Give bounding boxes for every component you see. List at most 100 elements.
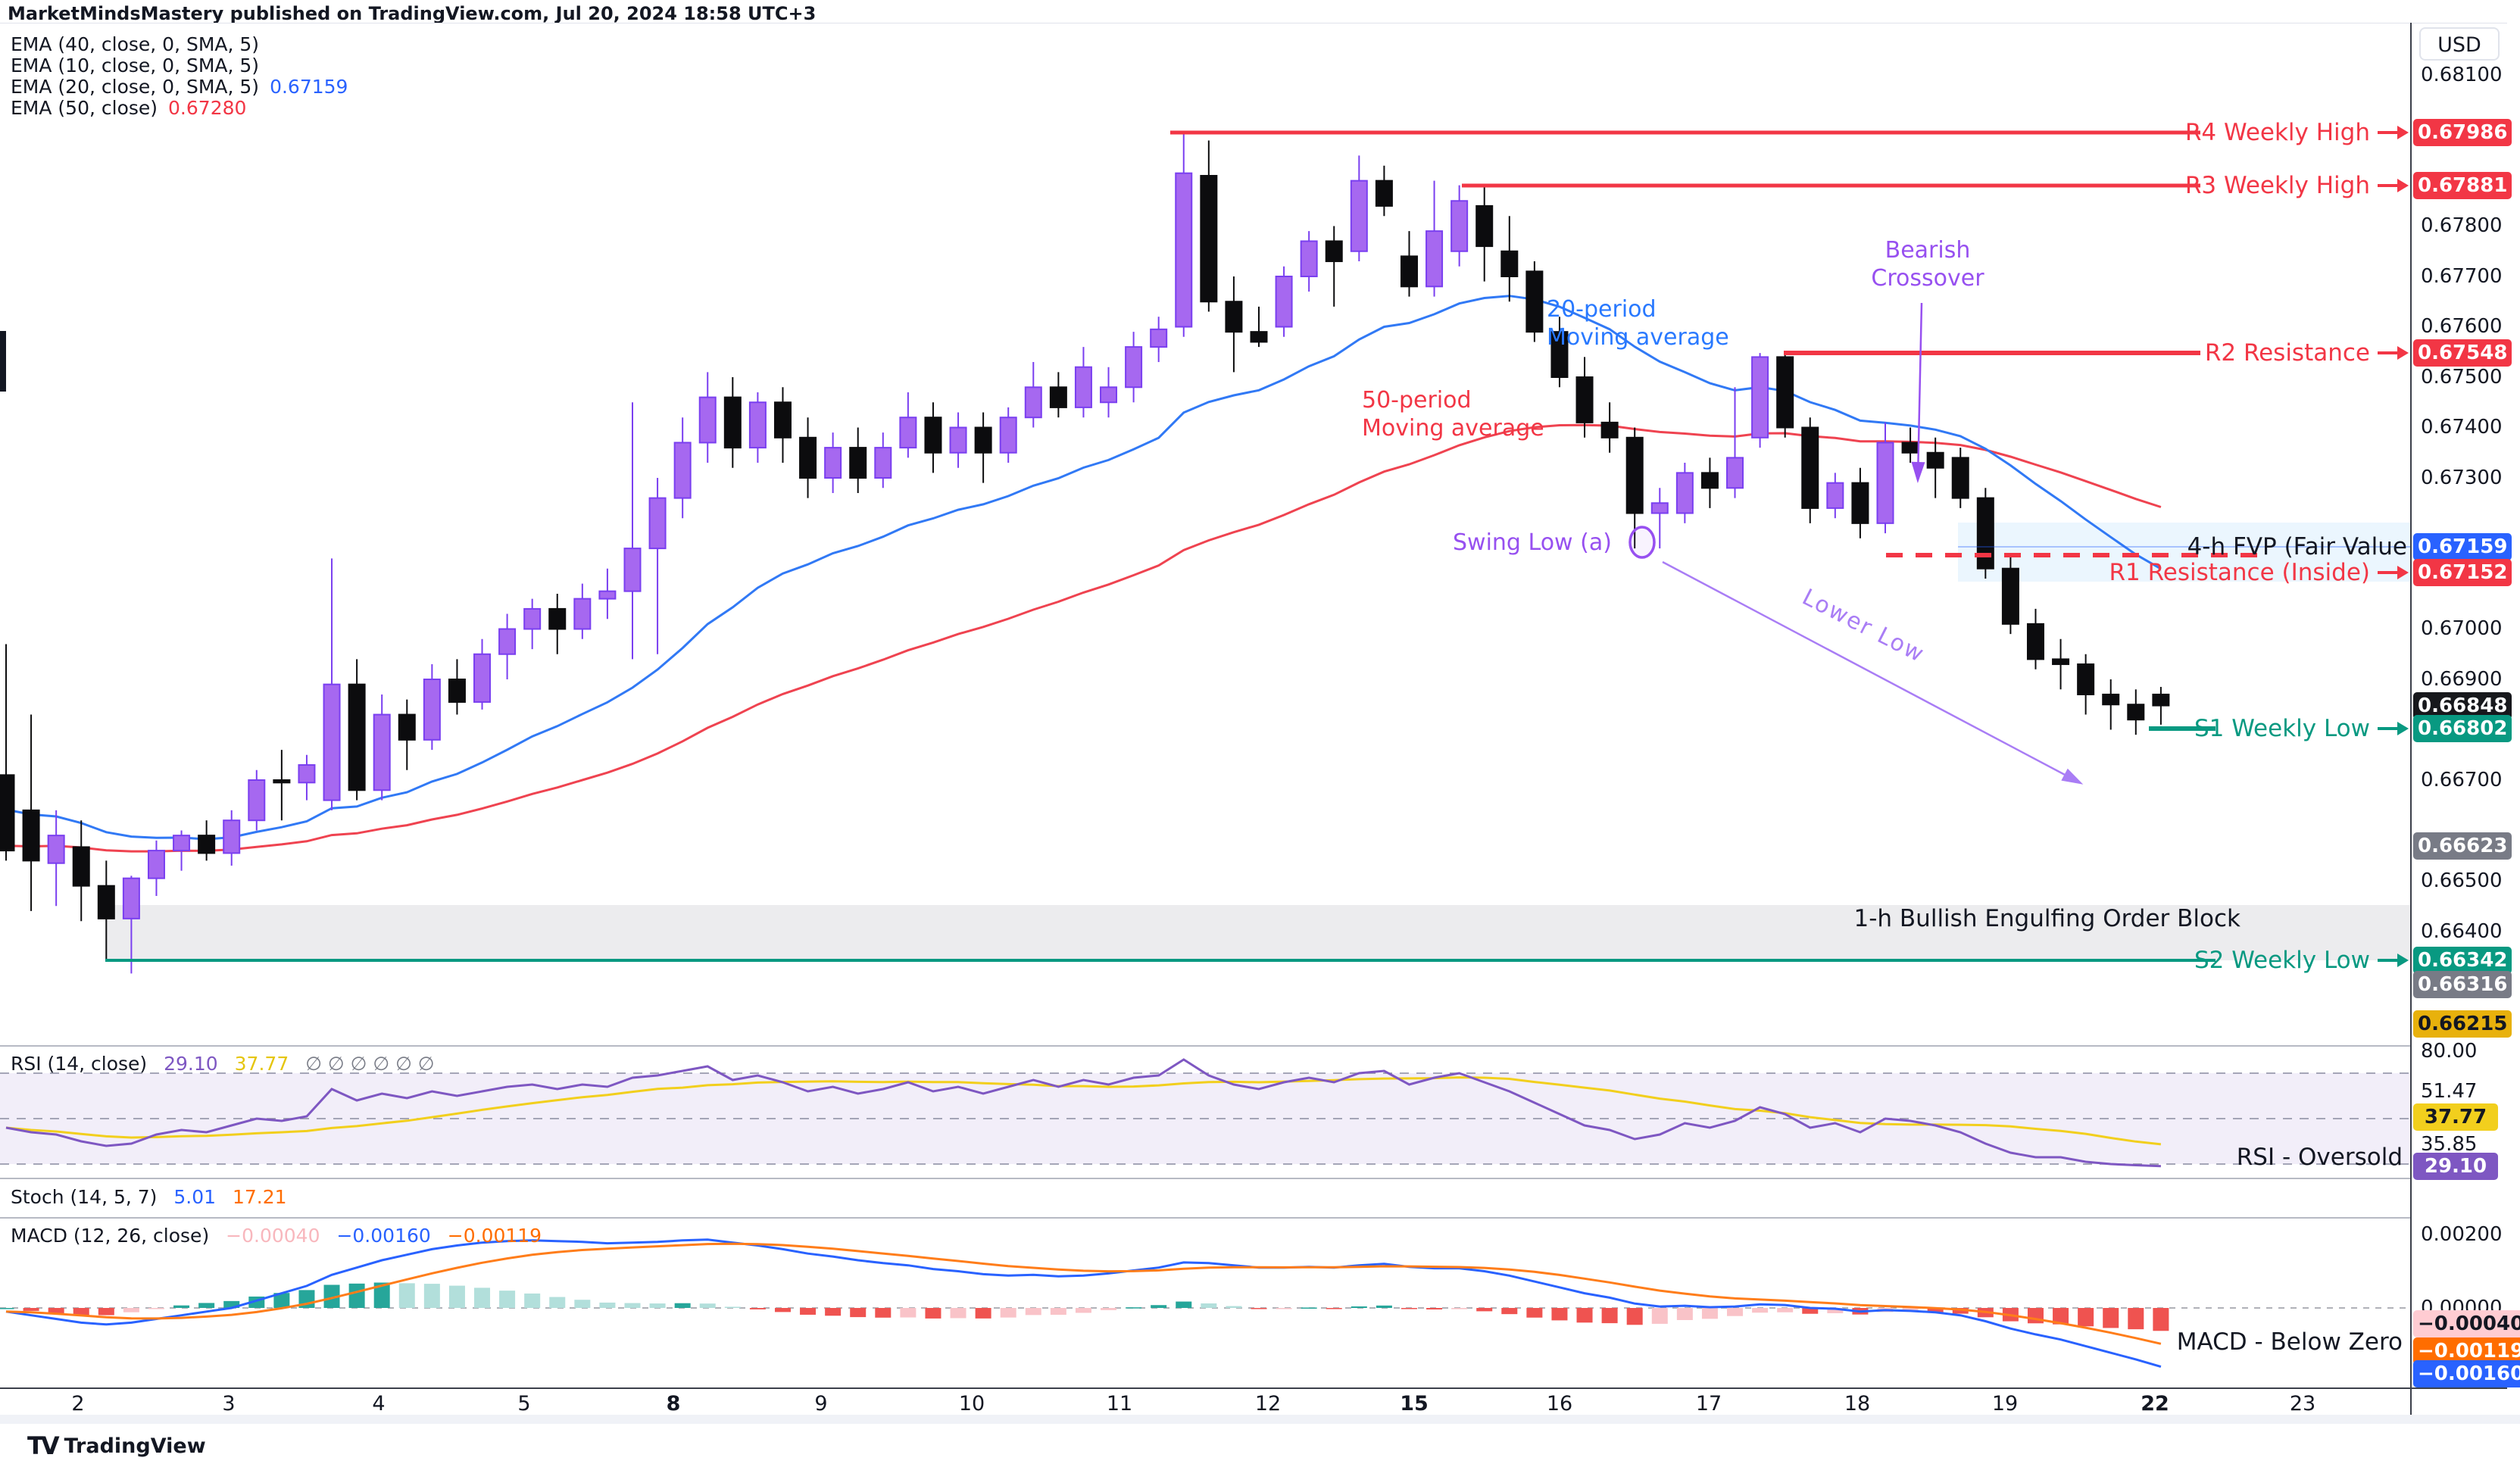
candle-down (1550, 331, 1569, 378)
fvp-label-text: 4-h FVP (Fair Value (2187, 533, 2407, 560)
candle-down (198, 835, 216, 854)
rsi-panel-separator[interactable] (0, 1045, 2410, 1047)
price-axis-tick: 0.67800 (2421, 214, 2503, 237)
macd-legend[interactable]: MACD (12, 26, close) −0.00040 −0.00160 −… (11, 1225, 542, 1247)
candle-down (1375, 179, 1393, 207)
rsi-note: RSI - Oversold (2237, 1144, 2403, 1171)
macd-histogram-bar (2078, 1308, 2094, 1327)
footer-band (0, 1415, 2520, 1424)
legend-row-ema40[interactable]: EMA (40, close, 0, SMA, 5) (11, 33, 259, 55)
macd-histogram-bar (474, 1288, 491, 1308)
stoch-panel-separator[interactable] (0, 1178, 2410, 1179)
macd-histogram-bar (23, 1308, 39, 1311)
stoch-k-value: 5.01 (173, 1186, 217, 1208)
candle-down (799, 436, 817, 479)
candle-down (1976, 497, 1994, 570)
macd-panel[interactable] (0, 1238, 2410, 1369)
macd-badge: −0.00160 (2413, 1360, 2520, 1387)
macd-panel-separator[interactable] (0, 1217, 2410, 1219)
candle-up (373, 713, 391, 791)
price-badge: 0.66342 (2413, 947, 2512, 974)
macd-histogram-bar (1601, 1308, 1618, 1324)
candle-up (173, 835, 191, 852)
candle-up (1450, 200, 1469, 252)
rsi-line (5, 1058, 2161, 1168)
macd-histogram-bar (48, 1308, 64, 1313)
label-arrow-line (2378, 959, 2397, 962)
swing-low-circle[interactable] (1628, 526, 1656, 559)
legend-row-ema20[interactable]: EMA (20, close, 0, SMA, 5) 0.67159 (11, 76, 348, 98)
label-arrow-icon (2397, 722, 2409, 735)
macd-histogram-bar (674, 1303, 691, 1308)
time-axis-label: 10 (958, 1392, 985, 1415)
candle-up (598, 590, 617, 600)
price-axis-tick: 0.66400 (2421, 920, 2503, 943)
candle-up (1150, 328, 1168, 348)
candle-up (1100, 386, 1118, 404)
macd-histogram-bar (423, 1284, 440, 1308)
order-block-box (105, 905, 2410, 960)
time-axis-label: 2 (71, 1392, 85, 1415)
rsi-legend[interactable]: RSI (14, close) 29.10 37.77 ∅ ∅ ∅ ∅ ∅ ∅ (11, 1053, 435, 1075)
r4-label: R4 Weekly High (2185, 119, 2409, 146)
order-block-label: 1-h Bullish Engulfing Order Block (1854, 905, 2241, 932)
price-badge: 0.67159 (2413, 533, 2512, 560)
rsi-value: 29.10 (164, 1053, 218, 1075)
macd-histogram-bar (1927, 1308, 1944, 1312)
macd-histogram-bar (699, 1303, 716, 1308)
s2-label-text: S2 Weekly Low (2194, 947, 2370, 974)
candle-down (1225, 301, 1243, 333)
price-axis-currency[interactable]: USD (2419, 27, 2500, 61)
candle-up (698, 396, 717, 444)
time-axis-label: 18 (1844, 1392, 1871, 1415)
lower-low-arrow[interactable] (1662, 560, 2080, 784)
macd-histogram-bar (1351, 1306, 1367, 1308)
time-axis-label: 9 (814, 1392, 828, 1415)
candle-down (1700, 472, 1719, 489)
price-axis-tick: 0.67600 (2421, 315, 2503, 338)
macd-histogram-bar (950, 1308, 966, 1319)
time-axis-label: 19 (1991, 1392, 2019, 1415)
rsi-axis-tick: 35.85 (2421, 1133, 2478, 1156)
candle-down (1625, 436, 1644, 514)
price-axis-tick: 0.67000 (2421, 617, 2503, 640)
ma20-annotation: 20-period Moving average (1547, 296, 1729, 351)
candle-up (648, 497, 667, 550)
macd-histogram-bar (1301, 1307, 1317, 1309)
candle-up (1751, 356, 1769, 439)
rsi-note-text: RSI - Oversold (2236, 1144, 2403, 1171)
edge-candle-artifact (0, 331, 6, 392)
macd-histogram-bar (1752, 1308, 1769, 1313)
candle-up (223, 819, 241, 854)
time-axis-label: 5 (517, 1392, 531, 1415)
macd-histogram-bar (1526, 1308, 1543, 1318)
legend-row-ema50[interactable]: EMA (50, close) 0.67280 (11, 97, 246, 119)
macd-histogram-bar (499, 1291, 516, 1308)
candle-down (1600, 421, 1619, 439)
candle-down (2152, 693, 2170, 707)
fvp-box (1958, 523, 2410, 582)
candle-down (1926, 451, 1944, 469)
label-arrow-icon (2397, 346, 2409, 360)
candle-down (273, 779, 291, 784)
order-block-label-text: 1-h Bullish Engulfing Order Block (1853, 905, 2241, 932)
label-arrow-icon (2397, 566, 2409, 579)
rsi-panel[interactable] (0, 1058, 2410, 1168)
legend-row-ema10[interactable]: EMA (10, close, 0, SMA, 5) (11, 55, 259, 76)
macd-histogram-bar (1025, 1308, 1041, 1316)
macd-histogram-bar (223, 1300, 240, 1308)
label-arrow-line (2378, 727, 2397, 730)
candle-down (448, 679, 466, 703)
candle-up (623, 548, 642, 592)
macd-histogram-bar (198, 1303, 215, 1308)
price-panel[interactable] (0, 132, 2410, 974)
candle-down (1901, 442, 1919, 454)
label-arrow-icon (2397, 179, 2409, 192)
bearish-crossover-arrow[interactable] (1916, 302, 1923, 479)
tradingview-brand[interactable]: TV TradingView (27, 1431, 206, 1460)
stoch-legend[interactable]: Stoch (14, 5, 7) 5.01 17.21 (11, 1186, 287, 1208)
rsi-axis-tick: 80.00 (2421, 1040, 2478, 1063)
macd-histogram-bar (123, 1308, 139, 1312)
